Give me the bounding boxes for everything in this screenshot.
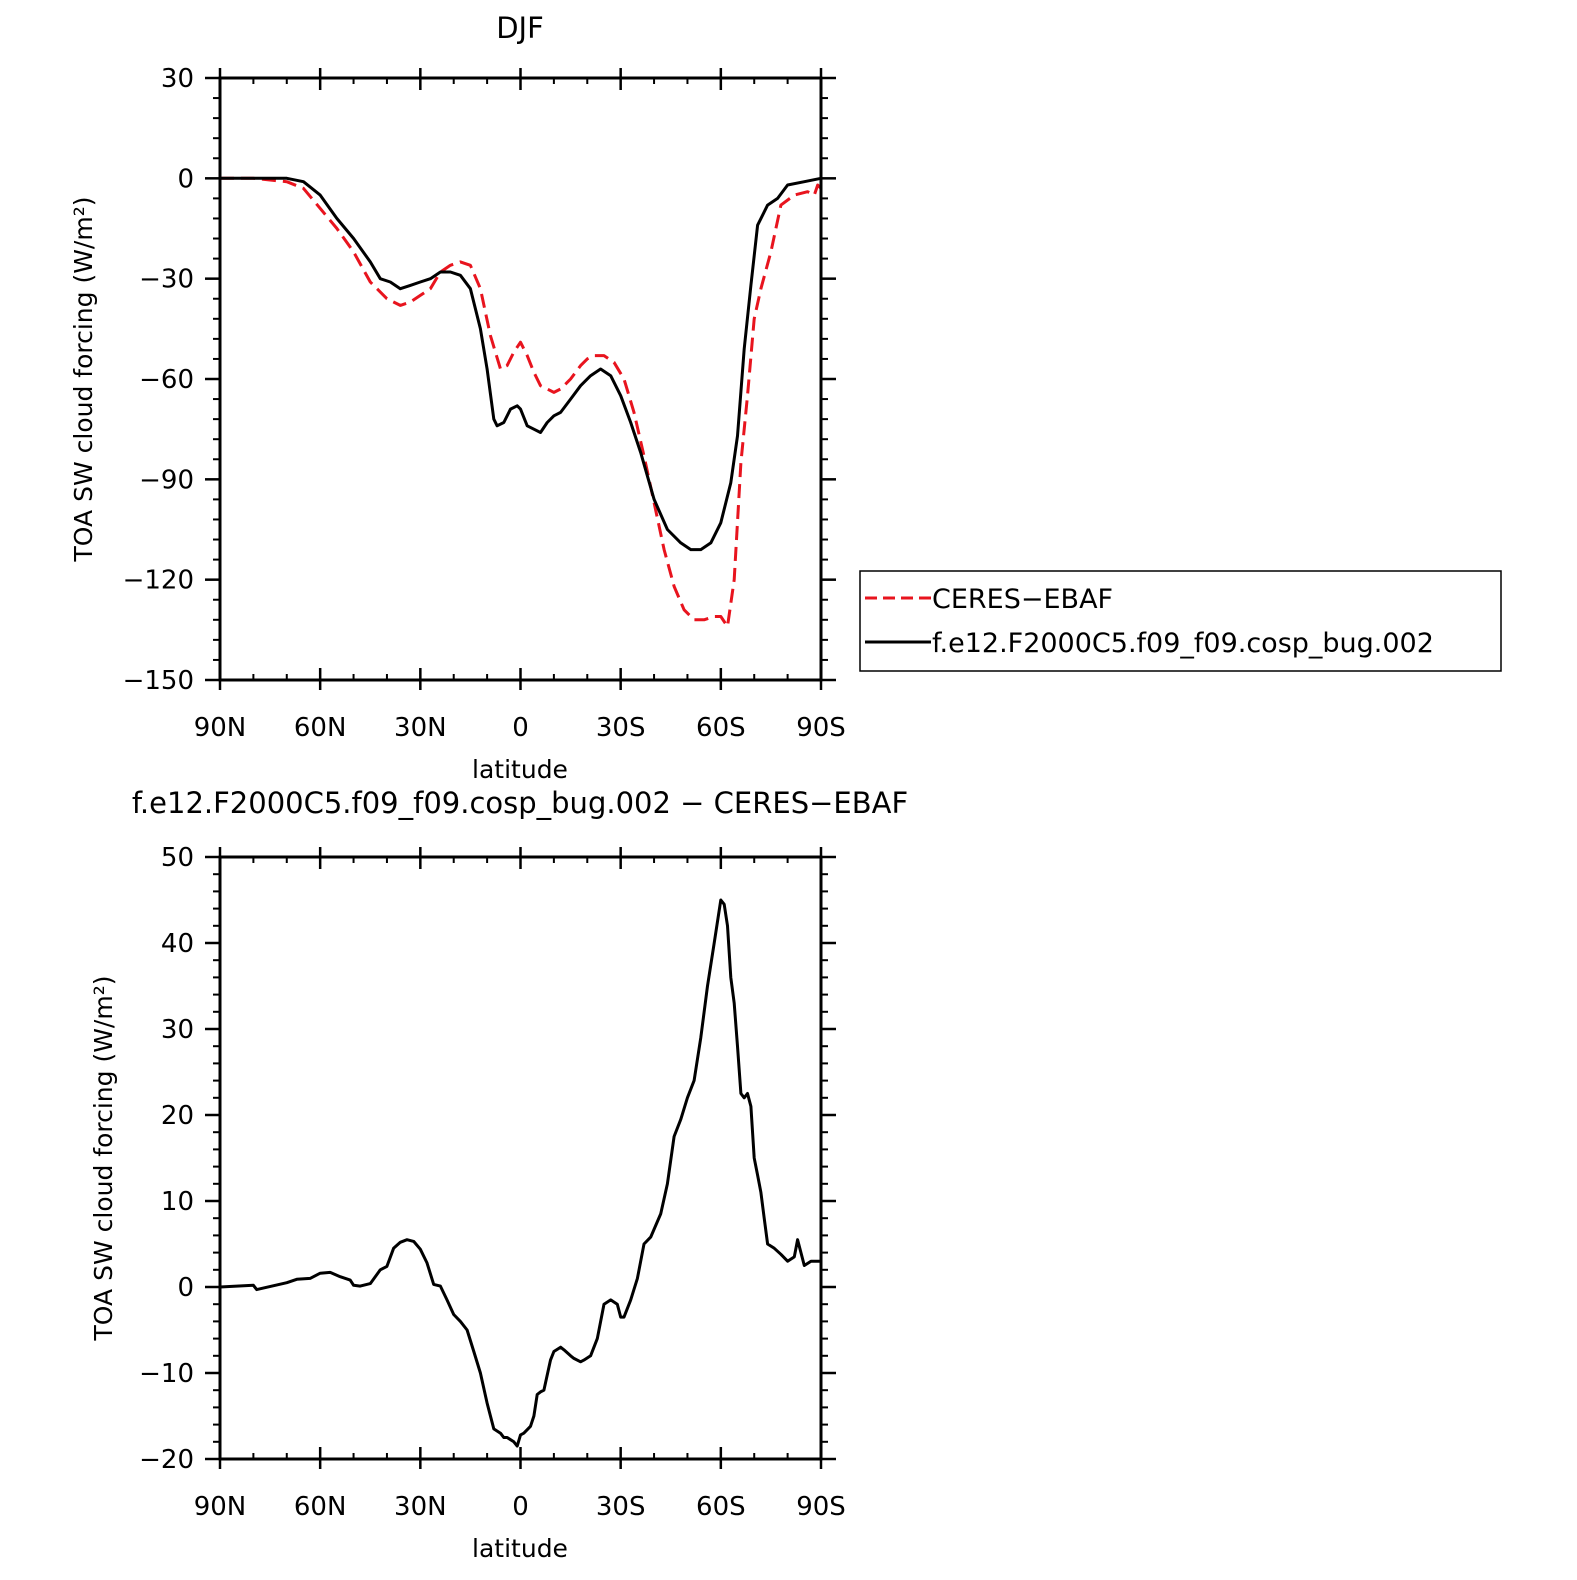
bottom-ytick-label: 10 xyxy=(161,1187,194,1217)
top-x-axis-label: latitude xyxy=(472,755,568,784)
top-series-group xyxy=(220,176,823,628)
top-series-line-1 xyxy=(220,176,822,552)
bottom-axis-ticks xyxy=(205,847,836,1469)
top-series-line-0 xyxy=(220,176,823,628)
bottom-xtick-label: 0 xyxy=(512,1492,529,1522)
top-ytick-label: −150 xyxy=(123,666,194,696)
legend-label-model: f.e12.F2000C5.f09_f09.cosp_bug.002 xyxy=(932,628,1434,659)
top-xtick-label: 0 xyxy=(512,713,529,743)
top-xtick-label: 60N xyxy=(294,713,347,743)
top-xtick-label: 30N xyxy=(394,713,447,743)
bottom-y-axis-label: TOA SW cloud forcing (W/m²) xyxy=(89,976,118,1342)
legend-box xyxy=(859,570,1502,672)
top-ytick-label: 0 xyxy=(177,164,194,194)
bottom-xtick-label: 30S xyxy=(596,1492,646,1522)
bottom-xtick-label: 30N xyxy=(394,1492,447,1522)
bottom-plot-frame xyxy=(218,855,823,1461)
top-chart-title: DJF xyxy=(496,11,544,45)
top-ytick-label: −120 xyxy=(123,566,194,596)
bottom-series-line-0 xyxy=(219,898,821,1448)
top-tick-labels: 90N 60N 30N 0 30S 60S 90S 30 0 −30 −60 −90 −120 −150 xyxy=(123,64,846,743)
legend-label-ceres: CERES−EBAF xyxy=(932,584,1113,615)
top-xtick-label: 90S xyxy=(796,713,846,743)
bottom-ytick-label: 50 xyxy=(161,843,194,873)
bottom-ytick-label: −20 xyxy=(139,1445,194,1475)
bottom-xtick-label: 60N xyxy=(294,1492,347,1522)
bottom-chart-title: f.e12.F2000C5.f09_f09.cosp_bug.002 − CER… xyxy=(132,786,908,820)
bottom-panel: f.e12.F2000C5.f09_f09.cosp_bug.002 − CER… xyxy=(89,786,908,1563)
top-ytick-label: −30 xyxy=(139,265,194,295)
top-ytick-label: 30 xyxy=(161,64,194,94)
top-xtick-label: 30S xyxy=(596,713,646,743)
top-y-axis-label: TOA SW cloud forcing (W/m²) xyxy=(69,197,98,563)
top-ytick-label: −90 xyxy=(139,465,194,495)
bottom-ytick-label: −10 xyxy=(139,1359,194,1389)
top-panel: DJF 90N 60N 30N 0 30S 60S 90S 30 0 −30 −60 −90 −120 −… xyxy=(69,11,846,784)
top-xtick-label: 90N xyxy=(194,713,247,743)
top-ytick-label: −60 xyxy=(139,365,194,395)
bottom-x-axis-label: latitude xyxy=(472,1534,568,1563)
bottom-xtick-label: 60S xyxy=(696,1492,746,1522)
bottom-series-group xyxy=(219,898,821,1448)
bottom-xtick-label: 90N xyxy=(194,1492,247,1522)
legend: CERES−EBAF f.e12.F2000C5.f09_f09.cosp_bu… xyxy=(859,570,1502,672)
top-xtick-label: 60S xyxy=(696,713,746,743)
bottom-ytick-label: 30 xyxy=(161,1015,194,1045)
bottom-tick-labels: 90N 60N 30N 0 30S 60S 90S 50 40 30 20 10 0 −10 −20 xyxy=(139,843,846,1522)
bottom-ytick-label: 0 xyxy=(177,1273,194,1303)
bottom-ytick-label: 20 xyxy=(161,1101,194,1131)
bottom-xtick-label: 90S xyxy=(796,1492,846,1522)
top-plot-frame xyxy=(218,76,823,682)
bottom-ytick-label: 40 xyxy=(161,929,194,959)
